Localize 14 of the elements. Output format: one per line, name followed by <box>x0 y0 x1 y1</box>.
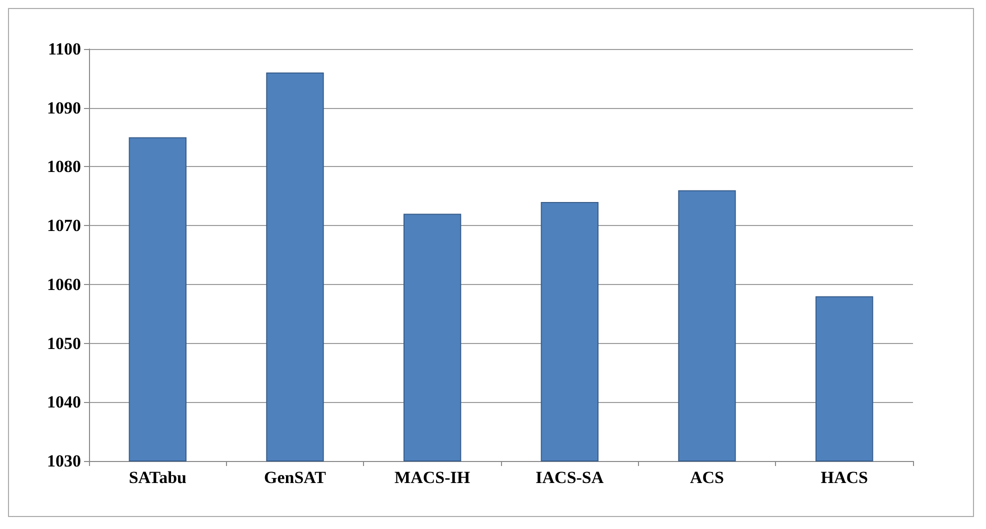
x-tick-label: GenSAT <box>264 468 327 487</box>
y-tick-label: 1070 <box>47 216 81 236</box>
x-tick-label: IACS-SA <box>536 468 604 487</box>
y-tick-label: 1060 <box>47 274 81 294</box>
y-tick-label: 1050 <box>47 334 81 353</box>
x-tick-label: SATabu <box>128 468 187 487</box>
y-tick-label: 1090 <box>47 98 81 118</box>
y-tick-label: 1100 <box>48 40 81 58</box>
y-tick-label: 1030 <box>47 452 81 470</box>
x-tick-label: MACS-IH <box>394 468 470 487</box>
x-tick-label: ACS <box>690 468 724 487</box>
y-tick-label: 1080 <box>47 157 81 176</box>
y-tick-label: 1040 <box>47 392 81 412</box>
x-tick-label: HACS <box>820 468 868 487</box>
